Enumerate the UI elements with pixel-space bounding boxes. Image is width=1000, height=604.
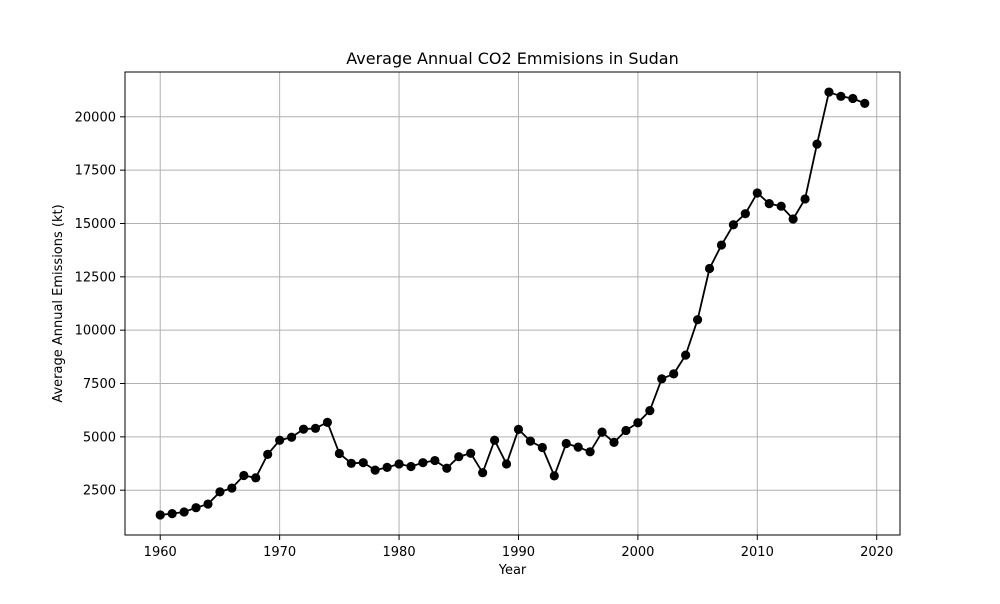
- data-point: [740, 209, 750, 219]
- data-point: [764, 199, 774, 209]
- y-tick-label: 2500: [83, 484, 116, 499]
- data-point: [358, 458, 368, 468]
- data-point: [478, 468, 488, 478]
- data-point: [728, 220, 739, 230]
- x-tick-label: 1970: [263, 545, 296, 560]
- data-point: [800, 194, 810, 204]
- data-point: [454, 452, 464, 462]
- data-point: [418, 458, 428, 468]
- data-point: [239, 470, 249, 481]
- data-point: [537, 442, 547, 453]
- x-tick-label: 2020: [860, 545, 893, 560]
- data-point: [394, 459, 404, 469]
- data-point: [215, 487, 225, 497]
- data-point: [346, 458, 356, 468]
- data-point: [824, 87, 834, 97]
- y-tick-label: 7500: [83, 377, 116, 392]
- data-point: [406, 461, 416, 472]
- data-series: [155, 87, 870, 520]
- chart-title: Average Annual CO2 Emmisions in Sudan: [346, 49, 678, 68]
- data-point: [836, 91, 846, 101]
- data-point: [382, 462, 392, 472]
- x-tick-label: 1980: [383, 545, 416, 560]
- data-point: [430, 455, 440, 466]
- data-point: [263, 449, 273, 459]
- y-tick-label: 20000: [75, 110, 116, 125]
- data-point: [549, 471, 559, 481]
- data-point: [513, 424, 524, 434]
- data-point: [776, 201, 786, 211]
- data-point: [501, 459, 512, 469]
- plot-area-frame: [124, 71, 901, 536]
- data-point: [633, 418, 643, 428]
- data-point: [155, 510, 165, 520]
- data-point: [191, 503, 201, 513]
- data-point: [370, 465, 380, 475]
- x-tick-label: 2000: [621, 545, 654, 560]
- data-point: [681, 350, 691, 360]
- data-point: [812, 139, 822, 149]
- grid-lines: [125, 72, 900, 535]
- axis-ticks: 1960 1970 1980 1990 2000 2010 2020 2500 5000 7500…: [75, 110, 894, 560]
- data-point: [489, 435, 500, 445]
- y-tick-label: 5000: [83, 430, 116, 445]
- data-point: [669, 369, 679, 379]
- data-point: [525, 436, 536, 446]
- data-point: [645, 406, 655, 416]
- y-axis-label: Average Annual Emissions (kt): [51, 204, 66, 402]
- data-point: [621, 425, 631, 436]
- data-point: [167, 509, 177, 519]
- data-point: [692, 315, 703, 325]
- data-point: [597, 427, 607, 437]
- data-point: [848, 93, 858, 104]
- data-point: [788, 214, 798, 224]
- data-point: [203, 499, 213, 509]
- data-point: [573, 442, 583, 452]
- data-point: [298, 424, 309, 434]
- data-point: [466, 448, 476, 458]
- data-point: [286, 432, 297, 442]
- data-point: [334, 448, 344, 459]
- data-point: [442, 463, 452, 473]
- x-tick-label: 2010: [741, 545, 774, 560]
- data-point: [704, 263, 715, 274]
- x-tick-label: 1990: [502, 545, 535, 560]
- data-point: [585, 447, 595, 457]
- data-point: [179, 507, 189, 517]
- data-point: [275, 435, 285, 445]
- x-tick-label: 1960: [144, 545, 177, 560]
- data-point: [561, 438, 571, 449]
- data-point: [609, 437, 619, 447]
- data-point: [227, 483, 237, 493]
- y-tick-label: 10000: [75, 324, 116, 339]
- data-point: [657, 374, 667, 384]
- data-point: [752, 188, 762, 198]
- data-point: [322, 417, 333, 427]
- data-point: [251, 473, 261, 483]
- y-tick-label: 17500: [75, 164, 116, 179]
- x-axis-label: Year: [498, 563, 527, 578]
- y-tick-label: 15000: [75, 217, 116, 232]
- data-point: [860, 98, 870, 108]
- data-point: [716, 240, 727, 250]
- y-tick-label: 12500: [75, 270, 116, 285]
- data-point: [310, 423, 321, 433]
